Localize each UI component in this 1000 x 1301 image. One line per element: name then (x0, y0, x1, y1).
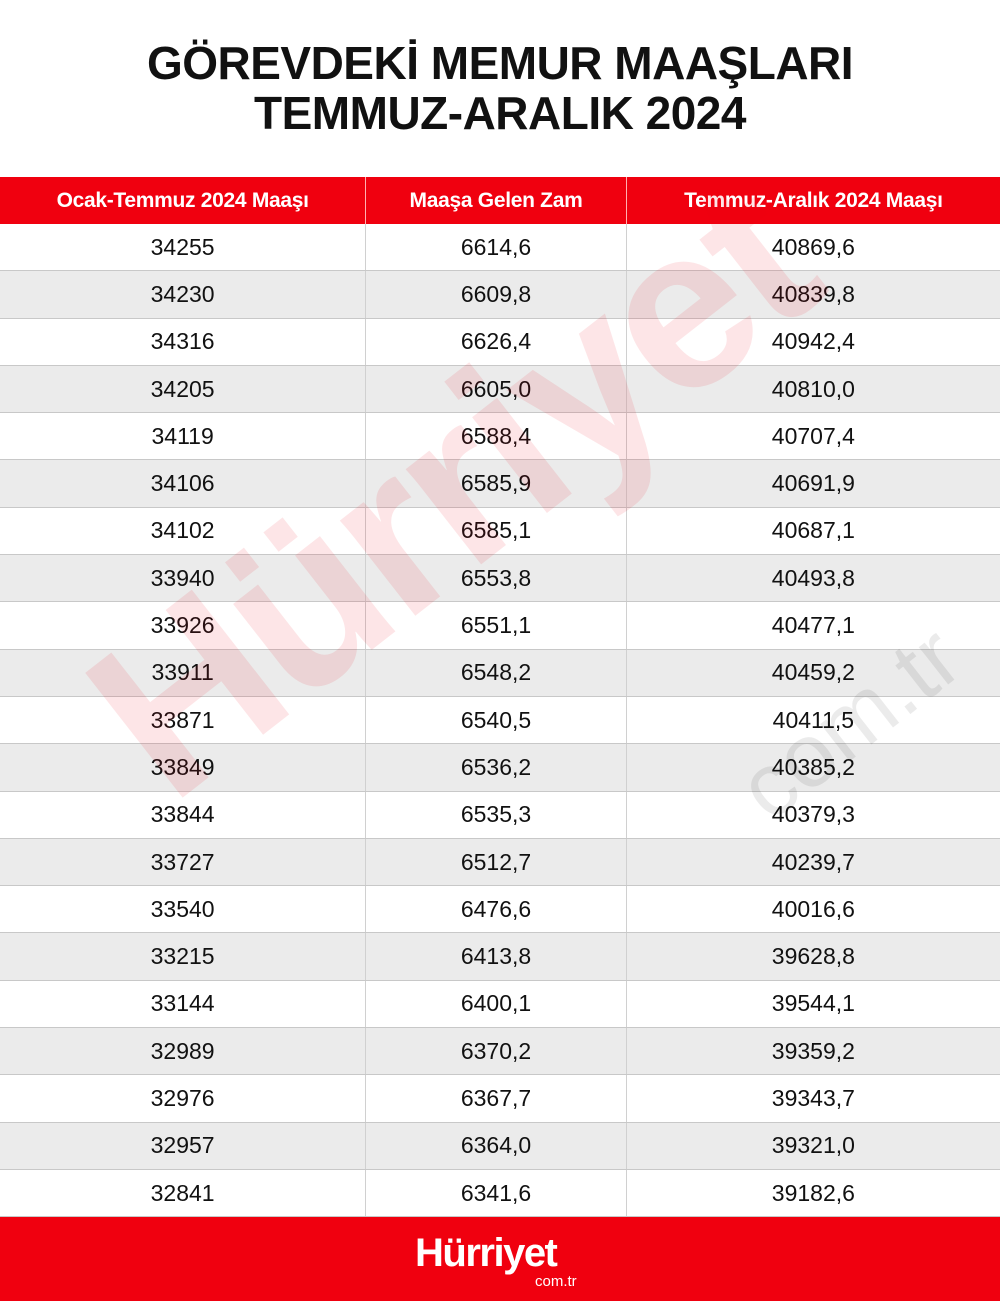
header-raise: Maaşa Gelen Zam (366, 177, 627, 224)
cell-current-salary: 33844 (0, 791, 367, 838)
cell-raise: 6370,2 (366, 1028, 627, 1075)
page-title: GÖREVDEKİ MEMUR MAAŞLARI TEMMUZ-ARALIK 2… (0, 38, 1000, 138)
cell-new-salary: 39628,8 (771, 943, 855, 970)
cell-raise: 6614,6 (366, 224, 627, 271)
cell-current-salary: 34255 (0, 224, 367, 271)
table-row: 33540 6476,6 40016,6 (0, 886, 1000, 934)
cell-new-salary: 39343,7 (771, 1084, 855, 1111)
cell-new-salary: 40411,5 (772, 706, 855, 733)
table-row: 34106 6585,9 40691,9 (0, 460, 1000, 508)
cell-new-salary: 40379,3 (771, 801, 855, 828)
cell-new-salary: 40493,8 (771, 564, 855, 591)
cell-raise: 6551,1 (366, 602, 627, 649)
cell-new-salary: 40459,2 (771, 659, 855, 686)
table-row: 32957 6364,0 39321,0 (0, 1122, 1000, 1170)
cell-raise: 6413,8 (366, 933, 627, 980)
table-row: 34316 6626,4 40942,4 (0, 318, 1000, 366)
cell-raise: 6585,9 (366, 460, 627, 507)
table-row: 32976 6367,7 39343,7 (0, 1075, 1000, 1123)
footer-bar: Hürriyet com.tr (0, 1217, 1000, 1301)
title-line-1: GÖREVDEKİ MEMUR MAAŞLARI (146, 37, 854, 89)
table-header: Ocak-Temmuz 2024 Maaşı Maaşa Gelen Zam T… (0, 177, 1000, 224)
cell-current-salary: 33849 (0, 744, 367, 791)
cell-current-salary: 33926 (0, 602, 367, 649)
cell-raise: 6476,6 (366, 886, 627, 933)
salary-table: Ocak-Temmuz 2024 Maaşı Maaşa Gelen Zam T… (0, 177, 1000, 1218)
cell-new-salary: 40839,8 (771, 280, 855, 307)
cell-current-salary: 32989 (0, 1028, 367, 1075)
cell-new-salary: 39182,6 (771, 1179, 855, 1206)
cell-new-salary: 40477,1 (771, 612, 855, 639)
cell-raise: 6512,7 (366, 838, 627, 886)
table-row: 33911 6548,2 40459,2 (0, 649, 1000, 697)
cell-new-salary: 40869,6 (771, 233, 855, 260)
table-row: 33871 6540,5 40411,5 (0, 696, 1000, 745)
cell-current-salary: 32976 (0, 1075, 367, 1122)
cell-new-salary: 39544,1 (771, 990, 855, 1017)
table-row: 34255 6614,6 40869,6 (0, 224, 1000, 272)
cell-new-salary: 40707,4 (771, 422, 855, 449)
table-row: 34230 6609,8 40839,8 (0, 271, 1000, 319)
table-body: 34255 6614,6 40869,6 34230 6609,8 40839,8 3431… (0, 224, 1000, 1218)
cell-raise: 6536,2 (366, 744, 627, 791)
header-current-salary: Ocak-Temmuz 2024 Maaşı (0, 177, 367, 224)
table-row: 33849 6536,2 40385,2 (0, 744, 1000, 792)
cell-new-salary: 40810,0 (771, 375, 855, 402)
cell-new-salary: 40016,6 (771, 895, 855, 922)
cell-current-salary: 34102 (0, 507, 367, 555)
cell-current-salary: 33940 (0, 555, 367, 602)
header-new-salary: Temmuz-Aralık 2024 Maaşı (684, 188, 943, 212)
cell-new-salary: 39321,0 (771, 1132, 855, 1159)
cell-current-salary: 33911 (0, 649, 367, 696)
cell-raise: 6367,7 (366, 1075, 627, 1122)
table-row: 33727 6512,7 40239,7 (0, 838, 1000, 887)
table-row: 32841 6341,6 39182,6 (0, 1169, 1000, 1218)
cell-raise: 6548,2 (366, 649, 627, 696)
cell-raise: 6535,3 (366, 791, 627, 838)
cell-current-salary: 32841 (0, 1169, 367, 1217)
cell-current-salary: 34106 (0, 460, 367, 507)
cell-raise: 6540,5 (366, 696, 627, 744)
cell-current-salary: 33215 (0, 933, 367, 980)
cell-current-salary: 33727 (0, 838, 367, 886)
cell-raise: 6609,8 (366, 271, 627, 318)
cell-current-salary: 34316 (0, 318, 367, 365)
table-row: 34205 6605,0 40810,0 (0, 365, 1000, 414)
table-row: 32989 6370,2 39359,2 (0, 1028, 1000, 1076)
cell-raise: 6605,0 (366, 365, 627, 413)
cell-current-salary: 34119 (0, 413, 367, 460)
cell-raise: 6341,6 (366, 1169, 627, 1217)
table-row: 33940 6553,8 40493,8 (0, 555, 1000, 603)
cell-raise: 6626,4 (366, 318, 627, 365)
table-row: 33215 6413,8 39628,8 (0, 933, 1000, 981)
cell-current-salary: 33540 (0, 886, 367, 933)
table-row: 34102 6585,1 40687,1 (0, 507, 1000, 556)
hurriyet-logo: Hürriyet (415, 1231, 558, 1275)
cell-current-salary: 34205 (0, 365, 367, 413)
table-row: 33844 6535,3 40379,3 (0, 791, 1000, 839)
cell-current-salary: 32957 (0, 1122, 367, 1169)
cell-new-salary: 40385,2 (771, 753, 855, 780)
cell-raise: 6553,8 (366, 555, 627, 602)
cell-current-salary: 33144 (0, 980, 367, 1028)
cell-new-salary: 40691,9 (771, 470, 855, 497)
cell-raise: 6585,1 (366, 507, 627, 555)
cell-current-salary: 34230 (0, 271, 367, 318)
table-row: 33144 6400,1 39544,1 (0, 980, 1000, 1029)
cell-new-salary: 39359,2 (771, 1037, 855, 1064)
cell-raise: 6400,1 (366, 980, 627, 1028)
title-line-2: TEMMUZ-ARALIK 2024 (254, 87, 746, 139)
table-row: 33926 6551,1 40477,1 (0, 602, 1000, 650)
cell-raise: 6364,0 (366, 1122, 627, 1169)
cell-new-salary: 40942,4 (771, 328, 855, 355)
cell-new-salary: 40687,1 (771, 517, 855, 544)
cell-current-salary: 33871 (0, 696, 367, 744)
table-row: 34119 6588,4 40707,4 (0, 413, 1000, 461)
cell-raise: 6588,4 (366, 413, 627, 460)
cell-new-salary: 40239,7 (771, 848, 855, 875)
logo-domain: com.tr (535, 1273, 577, 1290)
